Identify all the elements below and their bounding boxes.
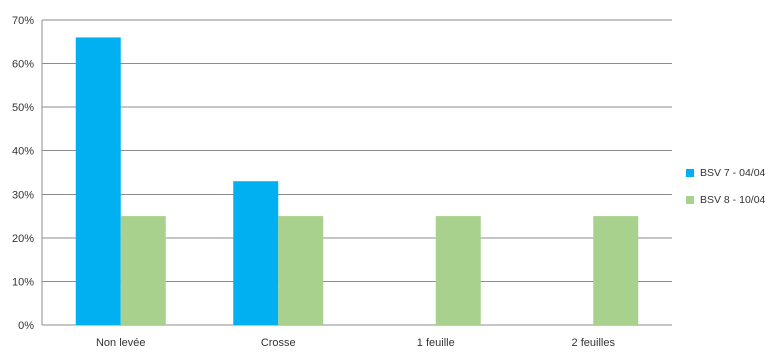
x-tick-label: Non levée [96,337,146,349]
y-tick-label: 20% [12,233,34,245]
legend-label-series-2: BSV 8 - 10/04 [700,193,766,206]
legend-item-series-2: BSV 8 - 10/04 [686,193,771,206]
legend-swatch-series-1 [686,168,694,177]
y-tick-label: 10% [12,276,34,288]
legend-swatch-series-2 [686,195,694,204]
bar-series-2-cat-2 [278,216,324,325]
bar-series-2-cat-3 [435,216,481,325]
x-tick-label: 2 feuilles [572,337,616,349]
legend: BSV 7 - 04/04 BSV 8 - 10/04 [686,166,771,220]
y-tick-labels: 0% 10% 20% 30% 40% 50% 60% 70% [12,15,34,332]
legend-label-series-1: BSV 7 - 04/04 [700,166,766,179]
bar-series-2-cat-1 [120,216,166,325]
y-tick-label: 0% [18,320,34,332]
legend-item-series-1: BSV 7 - 04/04 [686,166,771,179]
y-tick-label: 50% [12,102,34,114]
y-tick-label: 40% [12,146,34,158]
y-tick-label: 70% [12,15,34,27]
bars [75,37,639,326]
bar-series-2-cat-4 [593,216,639,325]
bar-series-1-cat-2 [233,181,279,325]
y-tick-label: 30% [12,189,34,201]
x-tick-label: 1 feuille [417,337,455,349]
x-tick-label: Crosse [261,337,296,349]
y-tick-label: 60% [12,59,34,71]
bar-series-1-cat-1 [75,37,121,326]
x-tick-labels: Non levée Crosse 1 feuille 2 feuilles [96,337,615,349]
